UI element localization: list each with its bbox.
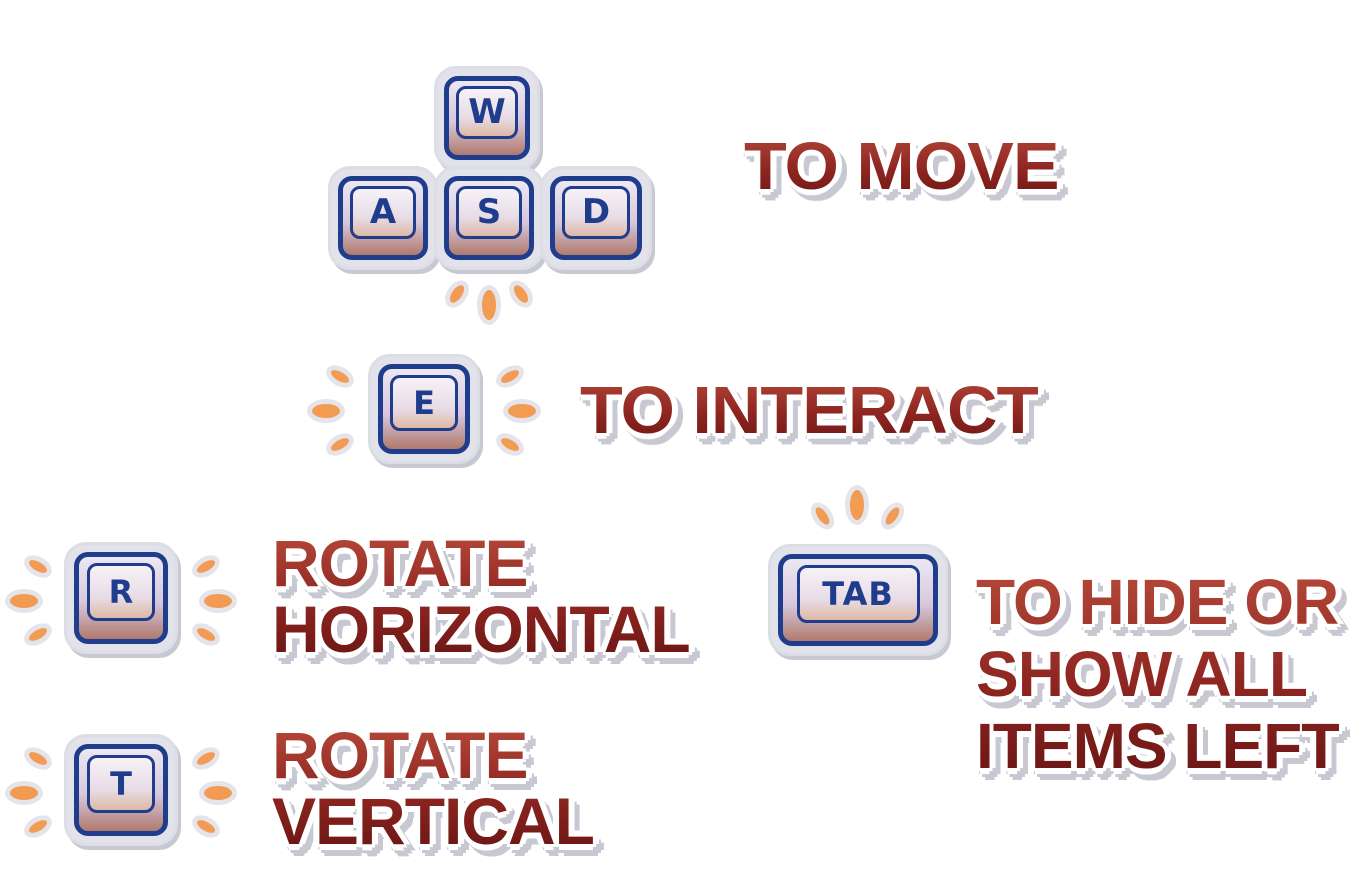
spark-icon <box>27 749 49 768</box>
toggle-items-label: TO HIDE OR SHOW ALL ITEMS LEFT <box>976 566 1340 782</box>
spark-icon <box>195 817 217 836</box>
spark-icon <box>329 435 351 454</box>
key-w[interactable]: W <box>434 66 540 170</box>
key-t[interactable]: T <box>64 734 178 846</box>
key-e-letter: E <box>413 384 435 422</box>
spark-icon <box>511 282 531 306</box>
spark-icon <box>850 490 864 520</box>
key-tab-letter: TAB <box>822 574 894 613</box>
spark-icon <box>329 367 351 386</box>
key-w-letter: W <box>468 92 506 133</box>
spark-icon <box>195 749 217 768</box>
key-s[interactable]: S <box>434 166 544 270</box>
spark-icon <box>204 786 232 800</box>
key-a[interactable]: A <box>328 166 438 270</box>
spark-icon <box>499 435 521 454</box>
key-e[interactable]: E <box>368 354 480 464</box>
spark-icon <box>499 367 521 386</box>
spark-icon <box>508 404 536 418</box>
spark-icon <box>195 557 217 576</box>
rotate-vertical-label: ROTATE VERTICAL <box>272 718 594 858</box>
spark-icon <box>813 505 832 527</box>
interact-label: TO INTERACT <box>580 372 1039 448</box>
spark-icon <box>883 505 902 527</box>
spark-icon <box>195 625 217 644</box>
key-d[interactable]: D <box>540 166 652 270</box>
rotate-horizontal-label: ROTATE HORIZONTAL <box>272 526 690 666</box>
key-t-letter: T <box>110 764 132 803</box>
spark-icon <box>27 625 49 644</box>
spark-icon <box>482 290 496 320</box>
key-r[interactable]: R <box>64 542 178 654</box>
key-r-letter: R <box>108 572 134 611</box>
spark-icon <box>447 282 467 306</box>
key-tab[interactable]: TAB <box>768 544 948 656</box>
spark-icon <box>10 594 38 608</box>
spark-icon <box>27 557 49 576</box>
spark-icon <box>204 594 232 608</box>
move-label: TO MOVE <box>744 128 1059 204</box>
spark-icon <box>10 786 38 800</box>
key-a-letter: A <box>369 192 397 233</box>
spark-icon <box>27 817 49 836</box>
spark-icon <box>312 404 340 418</box>
key-s-letter: S <box>476 192 502 233</box>
key-d-letter: D <box>581 192 611 233</box>
